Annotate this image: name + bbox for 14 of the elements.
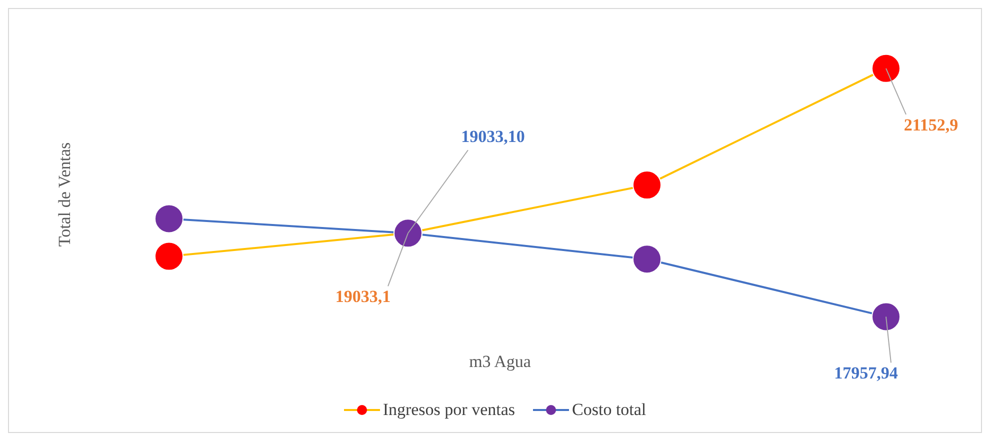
legend-label: Ingresos por ventas [382,400,516,420]
point [154,242,184,271]
data-label: 19033,1 [335,287,391,306]
data-label: 21152,9 [904,115,958,134]
legend-label: Costo total [572,400,646,420]
point [154,204,184,234]
x-axis-title: m3 Agua [469,352,532,372]
point [632,170,662,200]
y-axis-title: Total de Ventas [55,142,74,247]
data-label: 17957,94 [834,364,898,383]
point [872,302,900,332]
data-label: 19033,10 [461,127,525,146]
point [872,54,900,83]
point [632,244,662,274]
